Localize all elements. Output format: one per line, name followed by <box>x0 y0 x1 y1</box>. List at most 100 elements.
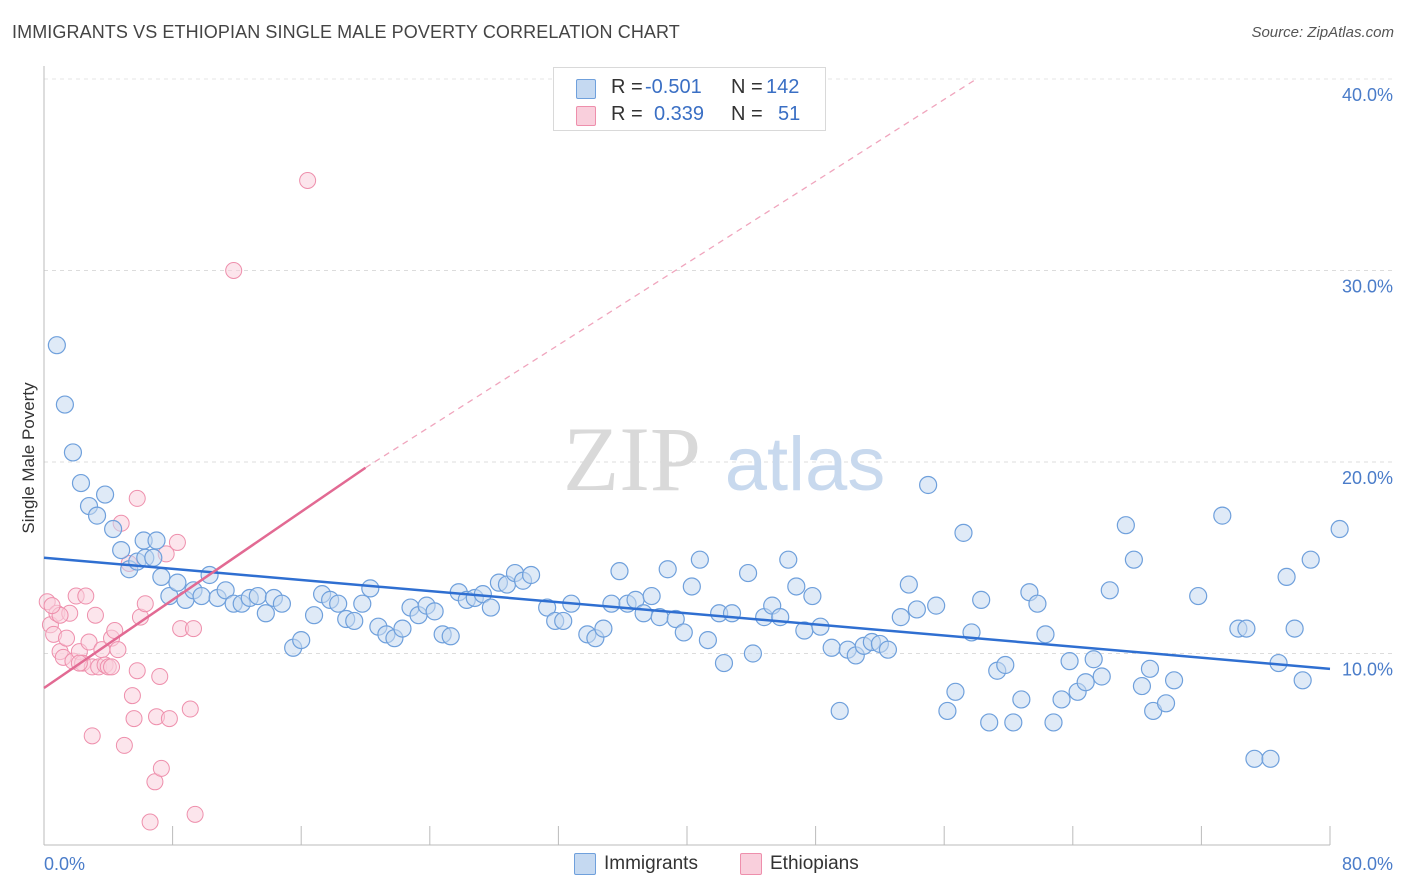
tick-labels: 10.0% 20.0% 30.0% 40.0% 0.0% 80.0% <box>44 85 1393 874</box>
immigrants-point <box>1028 594 1047 613</box>
immigrants-point <box>602 594 621 613</box>
ethiopians-point <box>152 759 170 777</box>
watermark-atlas: atlas <box>725 422 886 507</box>
ethiopians-point <box>186 805 204 823</box>
immigrants-point <box>1124 550 1143 569</box>
immigrants-point <box>481 598 500 617</box>
immigrants-point <box>1140 659 1160 678</box>
watermark-zip: ZIP <box>563 408 701 510</box>
immigrants-point <box>878 640 898 659</box>
immigrants-point <box>47 336 66 355</box>
immigrants-point <box>425 602 444 621</box>
ethiopians-point <box>86 606 104 624</box>
gridlines <box>44 78 1394 654</box>
immigrants-point <box>441 627 460 646</box>
immigrants-swatch <box>574 853 596 875</box>
immigrants-point <box>329 594 348 613</box>
immigrants-label: Immigrants <box>604 853 698 874</box>
immigrants-point <box>1285 619 1304 638</box>
immigrants-point <box>216 581 235 600</box>
immigrants-point <box>830 701 849 721</box>
ethiopians-point <box>83 727 101 745</box>
immigrants-point <box>87 506 107 525</box>
legend-row-ethiopians: R = 0.339 N = 51 <box>554 102 825 128</box>
immigrants-point <box>674 623 693 642</box>
legend-row-immigrants: R = -0.501 N = 142 <box>554 75 825 101</box>
immigrants-point <box>554 611 573 631</box>
ethiopians-swatch <box>740 853 762 875</box>
immigrants-point <box>1245 749 1264 768</box>
immigrants-point <box>112 540 131 560</box>
ethiopians-point <box>225 262 243 279</box>
correlation-legend: R = -0.501 N = 142 R = 0.339 N = 51 <box>553 67 826 131</box>
legend-n-value: 51 <box>778 103 801 125</box>
immigrants-point <box>1044 713 1063 732</box>
immigrants-point <box>666 609 685 629</box>
immigrants-point <box>168 573 187 592</box>
chart-title: IMMIGRANTS VS ETHIOPIAN SINGLE MALE POVE… <box>12 22 680 42</box>
immigrants-point <box>1164 671 1184 690</box>
immigrants-point <box>1156 694 1176 713</box>
immigrants-point <box>938 701 957 721</box>
immigrants-point <box>104 519 123 539</box>
immigrants-point <box>353 594 372 613</box>
immigrants-point <box>690 550 709 569</box>
immigrants-point <box>256 604 275 623</box>
immigrants-point <box>1277 567 1296 587</box>
immigrants-point <box>907 600 926 619</box>
immigrants-point <box>891 608 910 627</box>
immigrants-point <box>1301 550 1320 569</box>
immigrants-point <box>927 596 946 615</box>
ethiopians-point <box>141 813 159 831</box>
immigrants-point <box>919 475 938 495</box>
immigrants-point <box>1084 650 1103 669</box>
immigrants-point <box>972 590 991 609</box>
immigrants-point <box>779 550 798 569</box>
ethiopians-points <box>38 171 317 831</box>
immigrants-point <box>1237 619 1256 638</box>
legend-n-value: 142 <box>766 76 800 98</box>
ethiopians-point <box>115 736 133 754</box>
immigrants-point <box>1132 676 1152 696</box>
immigrants-point <box>996 655 1015 675</box>
immigrants-point <box>1036 625 1055 644</box>
immigrants-point <box>1293 671 1312 690</box>
immigrants-point <box>743 644 763 663</box>
legend-n-label: N = <box>731 76 763 98</box>
immigrants-point <box>1060 652 1079 671</box>
source-label: Source: ZipAtlas.com <box>1251 24 1394 41</box>
x-tick-label: 80.0% <box>1342 854 1393 874</box>
immigrants-point <box>811 617 830 636</box>
immigrants-point <box>594 619 613 638</box>
ethiopians-point <box>125 710 143 728</box>
ethiopians-point <box>58 629 76 647</box>
immigrants-point <box>946 682 965 701</box>
ethiopians-point <box>184 620 202 638</box>
immigrants-point <box>192 586 211 606</box>
x-tick-label: 0.0% <box>44 854 85 874</box>
ethiopians-point <box>77 587 95 605</box>
immigrants-point <box>1116 516 1135 535</box>
immigrants-point <box>55 395 74 414</box>
y-tick-label: 20.0% <box>1342 468 1393 488</box>
immigrants-point <box>1052 690 1071 709</box>
immigrants-point <box>658 560 677 579</box>
immigrants-point <box>144 548 163 567</box>
y-axis-label: Single Male Poverty <box>19 382 38 534</box>
ethiopians-point <box>43 597 61 615</box>
immigrants-point <box>1092 667 1111 686</box>
ethiopians-point <box>136 595 154 613</box>
immigrants-point <box>899 575 918 594</box>
immigrants-point <box>822 638 841 657</box>
immigrants-point <box>1012 690 1031 709</box>
watermark: ZIP atlas <box>563 408 885 510</box>
immigrants-point <box>1076 673 1095 692</box>
ethiopians-point <box>80 633 98 651</box>
immigrants-point <box>954 523 973 542</box>
immigrants-point <box>292 630 311 650</box>
immigrants-points <box>47 336 1349 768</box>
ethiopians-point <box>299 171 317 189</box>
immigrants-point <box>393 619 412 638</box>
legend-r-label: R = <box>611 103 643 125</box>
